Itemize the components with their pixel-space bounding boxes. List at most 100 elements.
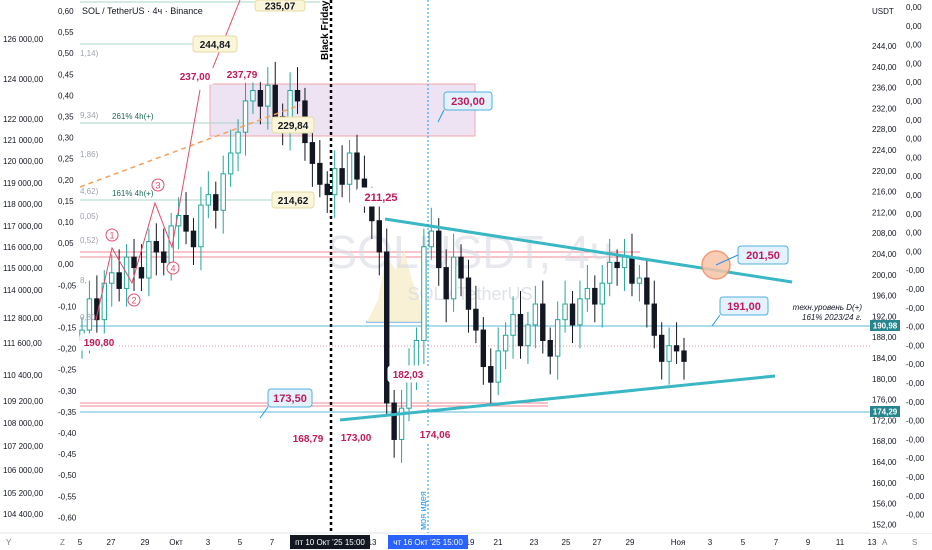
corner-s[interactable]: S — [912, 538, 917, 547]
right-percent-tick: -0,00 — [906, 417, 925, 426]
right-axis-tick: 204,00 — [872, 250, 897, 259]
price-label-text: 191,00 — [727, 301, 761, 313]
left-percent-tick: -0,55 — [58, 492, 77, 501]
right-price-axis[interactable]: 244,00 240,00 236,00 232,00 228,00 224,00 220,… — [872, 42, 897, 529]
left-percent-axis[interactable]: 0,60 0,55 0,50 0,45 0,40 0,35 0,30 0,25 0,20 0,15… — [58, 7, 77, 522]
corner-a[interactable]: A — [882, 538, 888, 547]
candle-body — [592, 287, 598, 305]
left-axis-tick: 124 000,00 — [3, 75, 44, 84]
candle-body — [205, 194, 212, 206]
price-label-box — [79, 333, 119, 351]
right-axis-tick: 240,00 — [872, 63, 897, 72]
candle-body — [488, 366, 494, 383]
left-overlay-value: 9,34) — [80, 111, 99, 120]
price-label-box — [221, 65, 263, 83]
candle-body — [146, 241, 152, 279]
candle-body — [86, 298, 93, 331]
left-axis-tick: 126 000,00 — [3, 35, 44, 44]
time-axis-tick: Окт — [169, 538, 183, 547]
level-price-tag-text: 174,29 — [873, 408, 898, 417]
right-axis-tick: 160,00 — [872, 479, 897, 488]
candle-body — [606, 261, 613, 284]
right-axis-tick: 244,00 — [872, 42, 897, 51]
candle-body — [547, 340, 553, 357]
time-axis-tick: 13 — [868, 538, 877, 547]
label-connector — [711, 314, 721, 327]
price-label-text: 237,79 — [227, 70, 258, 81]
time-axis-tick: 25 — [562, 538, 571, 547]
right-axis-tick: 164,00 — [872, 458, 897, 467]
wave-3-circle — [151, 178, 165, 192]
right-percent-tick: -0,00 — [906, 492, 925, 501]
candle-body — [458, 256, 464, 279]
candle-body — [651, 303, 657, 336]
candle-body — [614, 261, 620, 269]
time-axis-tick: 11 — [836, 538, 845, 547]
right-percent-tick: 0,00 — [906, 59, 922, 68]
right-percent-axis[interactable]: 0,00 0,00 0,00 0,00 0,00 0,00 0,00 0,00 0,00 0,00… — [906, 3, 925, 520]
left-percent-tick: -0,50 — [58, 471, 77, 480]
candle-body — [242, 100, 249, 133]
right-percent-tick: 0,00 — [906, 191, 922, 200]
right-percent-tick: 0,00 — [906, 22, 922, 31]
right-percent-tick: 0,00 — [906, 153, 922, 162]
time-axis-tick: 5 — [741, 538, 746, 547]
candle-body — [621, 256, 628, 269]
left-percent-tick: 0,55 — [58, 28, 74, 37]
tech-level-line2: 161% 2023/24 г. — [802, 313, 862, 322]
price-label-box — [356, 187, 406, 207]
right-percent-tick: -0,00 — [906, 323, 925, 332]
currency-label[interactable]: USDT — [872, 7, 894, 16]
price-label-text: 244,84 — [200, 40, 231, 51]
wave-1-circle — [105, 228, 119, 242]
left-price-axis[interactable]: 126 000,00 124 000,00 122 000,00 121 000,00… — [3, 35, 44, 519]
corner-y[interactable]: Y — [6, 538, 12, 547]
price-label-text: 211,25 — [364, 192, 397, 204]
left-overlay-value: 1,14) — [80, 49, 99, 58]
right-percent-tick: -0,00 — [906, 360, 925, 369]
time-axis[interactable]: 5 27 29 Окт 3 5 7 13 19 21 23 25 27 29 Ноя 3 5 7 9 11 13 — [78, 538, 877, 547]
left-axis-tick: 111 600,00 — [3, 339, 42, 348]
price-label-text: 214,62 — [278, 196, 309, 207]
left-percent-tick: -0,60 — [58, 513, 77, 522]
candle-body — [131, 256, 137, 269]
left-axis-tick: 116 000,00 — [3, 243, 43, 252]
right-percent-tick: 0,00 — [906, 229, 922, 238]
candle-body — [398, 407, 405, 440]
left-axis-tick: 114 000,00 — [3, 286, 43, 295]
label-connector — [437, 109, 445, 123]
candle-body — [294, 90, 301, 102]
left-percent-tick: -0,05 — [58, 281, 77, 290]
watermark-symbol: SOLUSDT, 4ч — [326, 226, 613, 278]
candle-body — [250, 90, 256, 102]
candle-body — [220, 173, 226, 211]
left-overlay-values: 1,14) 9,34) 1,86) 4,62) 0,05) 0,52) 8, 0,80 — [80, 49, 99, 322]
symbol-title[interactable]: SOL / TetherUS · 4ч · Binance — [82, 6, 203, 16]
left-axis-tick: 106 000,00 — [3, 466, 44, 475]
left-percent-tick: 0,60 — [58, 7, 74, 16]
left-percent-tick: -0,20 — [58, 345, 77, 354]
left-percent-tick: -0,15 — [58, 324, 77, 333]
right-percent-tick: -0,00 — [906, 341, 925, 350]
left-axis-tick: 109 200,00 — [3, 397, 44, 406]
time-axis-tick: 9 — [806, 538, 811, 547]
supply-zone — [209, 83, 476, 137]
left-axis-tick: 104 400,00 — [3, 510, 44, 519]
candle-body — [257, 90, 264, 107]
candle-body — [465, 277, 472, 310]
candle-body — [532, 303, 539, 326]
corner-z[interactable]: Z — [60, 538, 65, 547]
lower-trendline — [339, 374, 776, 422]
candle-body — [443, 267, 449, 300]
right-percent-tick: 0,00 — [906, 78, 922, 87]
wave-4-circle — [166, 261, 180, 275]
left-overlay-value: 1,86) — [80, 150, 99, 159]
candle-body — [235, 131, 241, 154]
price-label-box — [267, 388, 313, 408]
left-overlay-value: 0,52) — [80, 236, 99, 245]
idea-label: моя идея — [418, 491, 428, 530]
date-tag-1 — [290, 535, 370, 549]
left-percent-tick: -0,25 — [58, 366, 77, 375]
